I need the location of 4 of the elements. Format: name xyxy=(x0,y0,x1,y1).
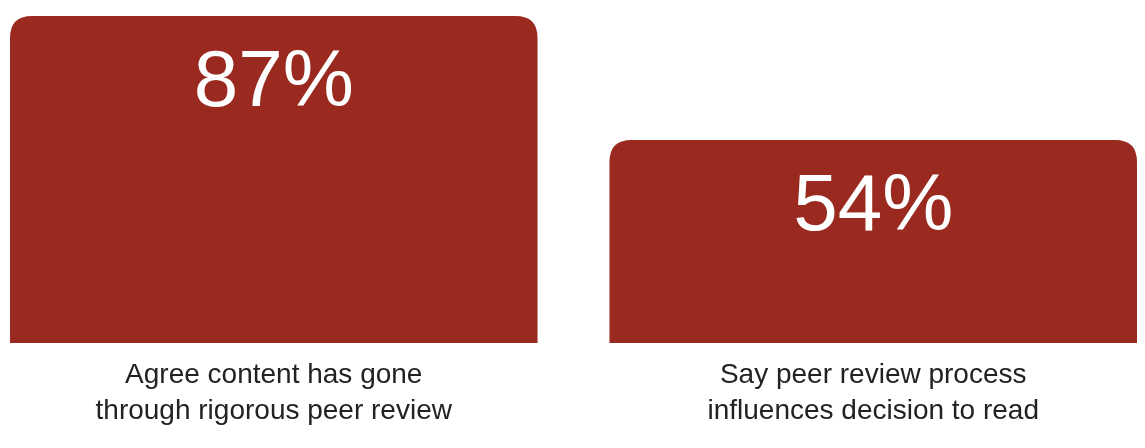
x-tick-label: Say peer review process influences decision to read xyxy=(707,358,1040,425)
data-label: 87% xyxy=(193,34,354,123)
data-label: 54% xyxy=(793,158,954,248)
x-tick-label: Agree content has gone through rigorous peer review xyxy=(95,358,453,425)
